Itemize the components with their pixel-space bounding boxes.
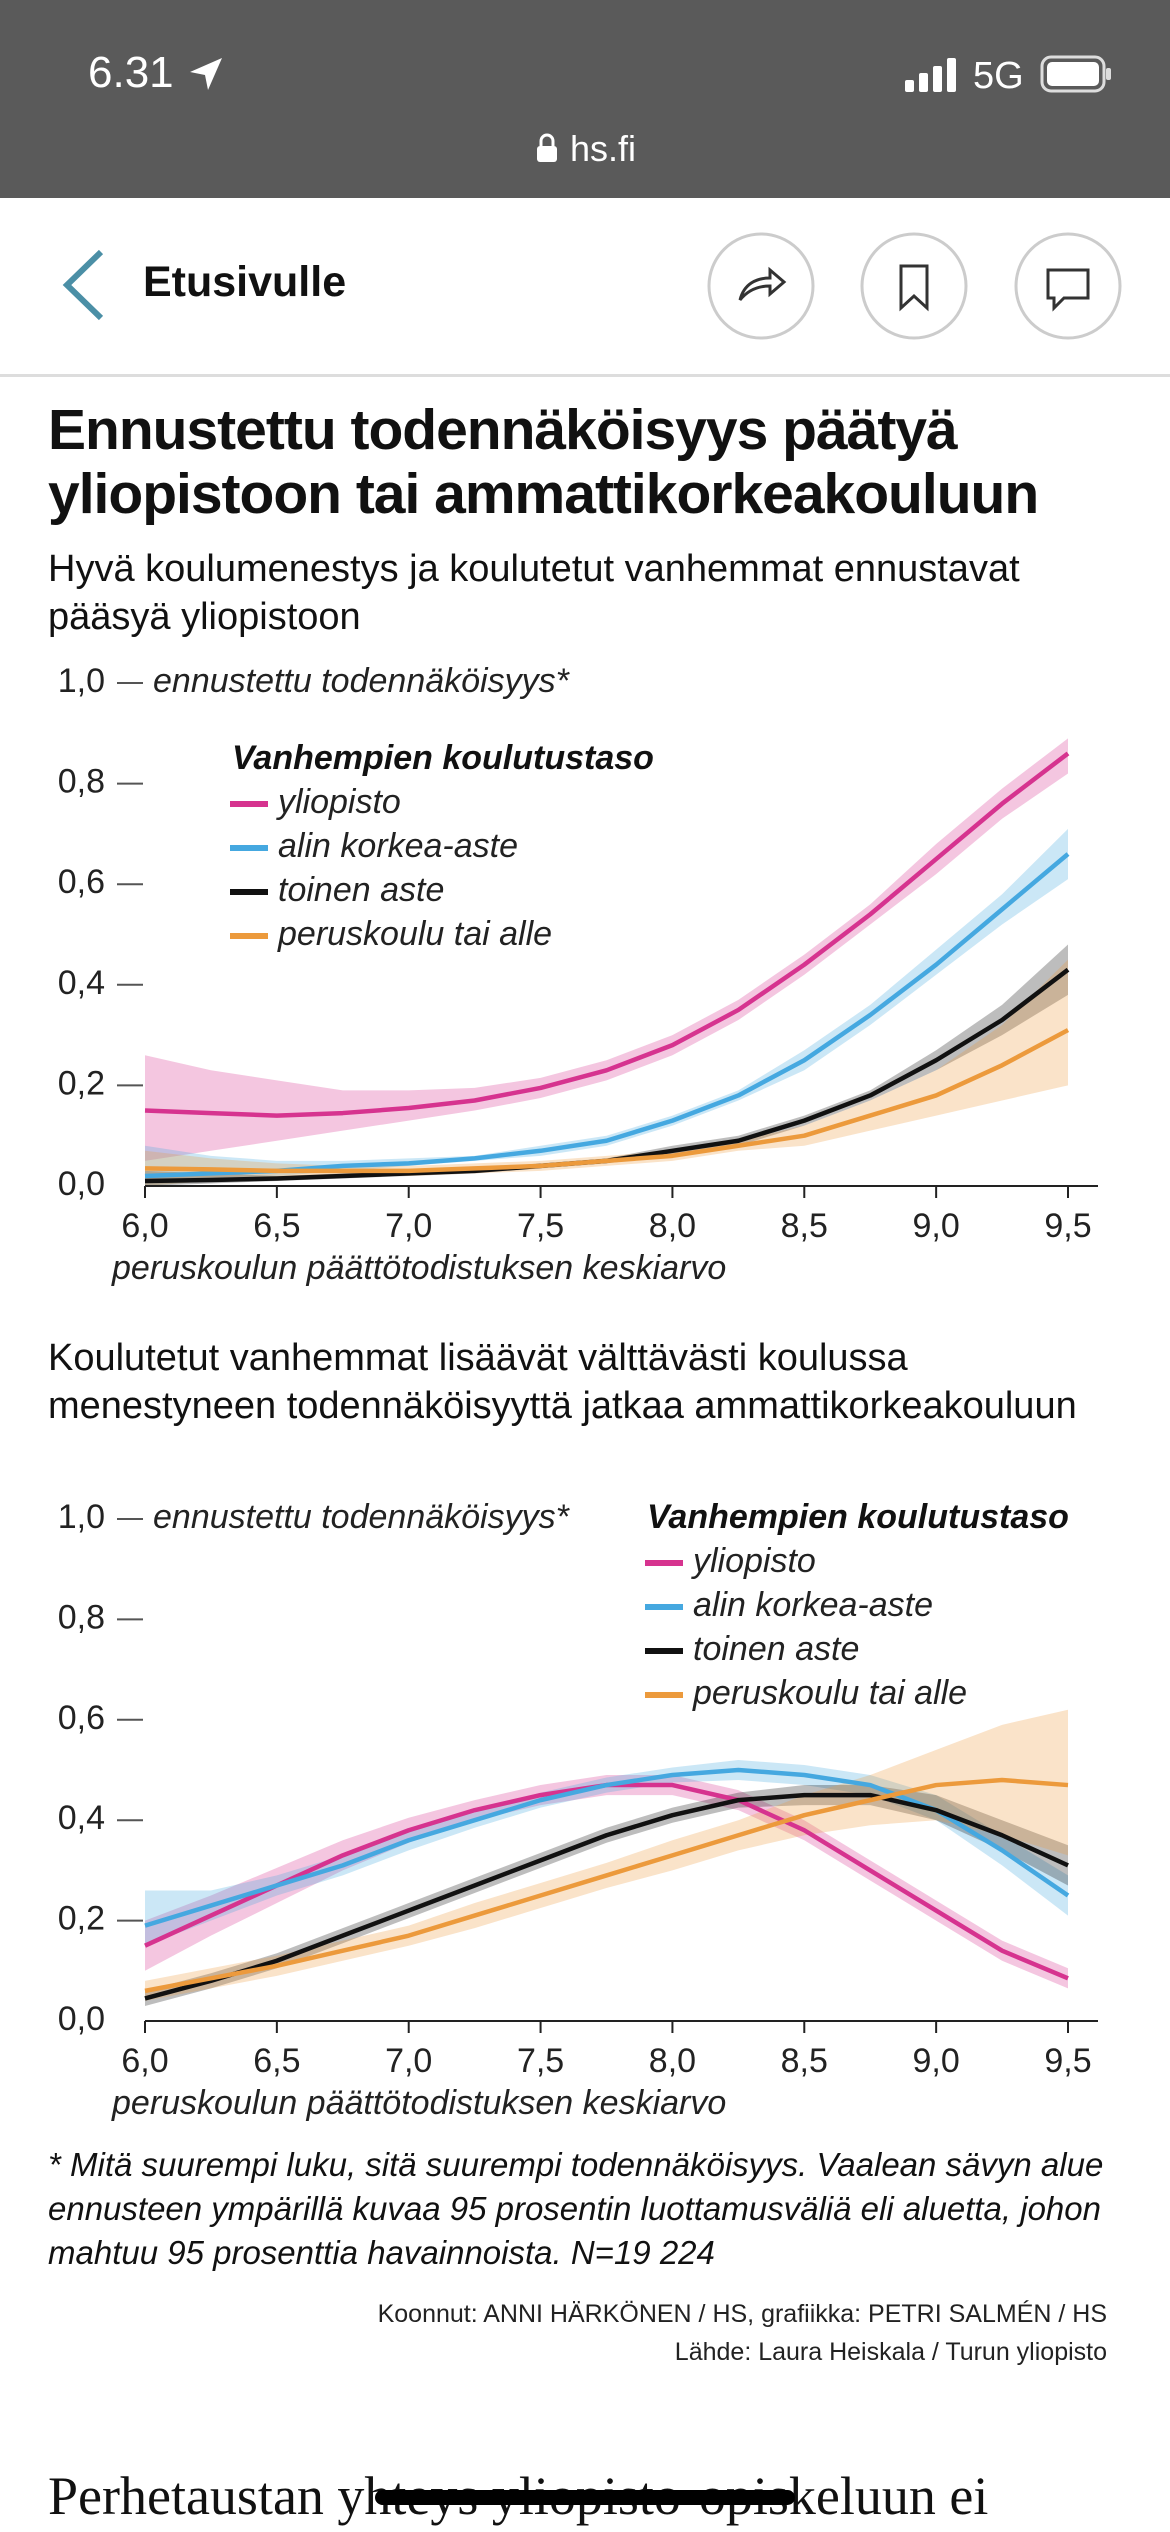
legend-label: alin korkea-aste (693, 1586, 933, 1624)
y-tick-label: 0,4 (58, 1799, 105, 1837)
x-tick-label: 8,5 (781, 2042, 828, 2080)
lock-icon (537, 133, 557, 162)
y-tick-label: 0,0 (58, 2000, 105, 2038)
legend-label: yliopisto (276, 783, 401, 821)
y-axis-label: ennustettu todennäköisyys* (153, 662, 571, 700)
chart-subtitle: Koulutetut vanhemmat lisäävät välttäväst… (48, 1337, 1077, 1427)
series-line (144, 1028, 1070, 1174)
chart-subtitle: Hyvä koulumenestys ja koulutetut vanhemm… (48, 548, 1020, 638)
legend-title: Vanhempien koulutustaso (647, 1498, 1069, 1536)
series-line (144, 1792, 1069, 2001)
home-indicator (375, 2490, 795, 2505)
legend-label: toinen aste (278, 871, 444, 909)
x-tick-label: 7,0 (385, 1207, 432, 1245)
legend-label: peruskoulu tai alle (692, 1674, 967, 1712)
y-tick-label: 1,0 (58, 1498, 105, 1536)
y-tick-label: 0,8 (58, 763, 105, 801)
x-tick-label: 8,5 (781, 1207, 828, 1245)
x-tick-label: 6,5 (253, 2042, 300, 2080)
x-tick-label: 7,5 (517, 1207, 564, 1245)
status-bar: 6.31 5G hs.fi (0, 0, 1170, 198)
y-axis-label: ennustettu todennäköisyys* (153, 1498, 571, 1536)
back-icon[interactable] (55, 248, 110, 323)
y-tick-label: 0,2 (58, 1064, 105, 1102)
chart-title: Ennustettu todennäköisyys päätyä yliopis… (48, 398, 1039, 526)
x-tick-label: 6,5 (253, 1207, 300, 1245)
series-line (144, 1767, 1070, 1928)
y-tick-label: 1,0 (58, 662, 105, 700)
x-axis-label: peruskoulun päättötodistuksen keskiarvo (111, 1249, 726, 1287)
url[interactable]: hs.fi (570, 128, 637, 169)
share-button[interactable] (707, 232, 815, 340)
y-tick-label: 0,0 (58, 1165, 105, 1203)
legend-label: alin korkea-aste (278, 827, 518, 865)
legend-label: peruskoulu tai alle (277, 915, 552, 953)
confidence-band (145, 959, 1068, 1186)
x-tick-label: 9,0 (913, 2042, 960, 2080)
clock: 6.31 (88, 48, 174, 97)
confidence-band (145, 1785, 1068, 2006)
credit: Lähde: Laura Heiskala / Turun yliopisto (674, 2338, 1107, 2366)
location-icon (190, 58, 222, 90)
x-tick-label: 6,0 (121, 1207, 168, 1245)
back-link[interactable]: Etusivulle (143, 258, 347, 306)
x-tick-label: 8,0 (649, 1207, 696, 1245)
x-tick-label: 8,0 (649, 2042, 696, 2080)
legend-label: toinen aste (693, 1630, 859, 1668)
bookmark-button[interactable] (860, 232, 968, 340)
y-tick-label: 0,6 (58, 1699, 105, 1737)
x-tick-label: 7,5 (517, 2042, 564, 2080)
toolbar (707, 232, 1122, 340)
x-tick-label: 9,5 (1044, 2042, 1091, 2080)
confidence-band (145, 738, 1068, 1161)
y-tick-label: 0,6 (58, 863, 105, 901)
x-tick-label: 7,0 (385, 2042, 432, 2080)
y-tick-label: 0,4 (58, 964, 105, 1002)
x-tick-label: 6,0 (121, 2042, 168, 2080)
divider (0, 374, 1170, 377)
charts: 0,0 0,2 0,4 0,6 0,8 1,0 ennustettu todennäköis… (58, 662, 1098, 2122)
x-tick-label: 9,5 (1044, 1207, 1091, 1245)
network: 5G (973, 55, 1024, 97)
x-axis-label: peruskoulun päättötodistuksen keskiarvo (111, 2084, 726, 2122)
signal-icon (905, 58, 956, 92)
legend-label: yliopisto (691, 1542, 816, 1580)
footnote: * Mitä suurempi luku, sitä suurempi tode… (48, 2146, 1104, 2271)
confidence-band (145, 1775, 1068, 1989)
legend-title: Vanhempien koulutustaso (232, 739, 654, 777)
series-line (144, 751, 1070, 1118)
y-tick-label: 0,8 (58, 1598, 105, 1636)
y-tick-label: 0,2 (58, 1900, 105, 1938)
comment-button[interactable] (1014, 232, 1122, 340)
credit: Koonnut: ANNI HÄRKÖNEN / HS, grafiikka: … (377, 2300, 1107, 2328)
battery-icon (1040, 55, 1111, 93)
series-line (144, 1777, 1069, 1994)
x-tick-label: 9,0 (913, 1207, 960, 1245)
